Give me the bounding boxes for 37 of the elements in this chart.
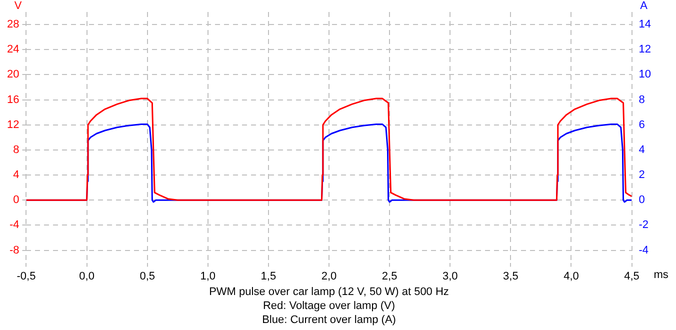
y2-tick-label: 8 bbox=[638, 94, 645, 106]
x-tick-label: 0,5 bbox=[140, 270, 155, 282]
y-tick-label: 28 bbox=[6, 18, 20, 31]
y2-tick-label: 12 bbox=[638, 44, 652, 56]
x-tick-label: 0,0 bbox=[79, 270, 94, 282]
y2-tick-label: -4 bbox=[638, 244, 649, 256]
y2-tick-label: 2 bbox=[638, 169, 645, 182]
x-tick-label: 4,0 bbox=[564, 270, 579, 282]
y-tick-label: 0 bbox=[13, 194, 20, 206]
x-axis-title: ms bbox=[654, 268, 669, 281]
y-tick-label: 16 bbox=[6, 94, 20, 106]
y2-tick-label: 0 bbox=[638, 194, 645, 206]
y2-tick-label: -2 bbox=[638, 219, 649, 232]
y-tick-label: 24 bbox=[6, 44, 20, 56]
y-tick-label: -8 bbox=[9, 244, 20, 256]
y2-axis-title: A bbox=[640, 0, 648, 12]
y-tick-label: 4 bbox=[13, 169, 20, 182]
text: Blue: Current over lamp (A) bbox=[262, 314, 396, 326]
x-tick-label: 3,0 bbox=[442, 270, 458, 282]
x-tick-label: 3,5 bbox=[503, 270, 518, 282]
y2-tick-label: 6 bbox=[638, 118, 645, 131]
y-tick-label: -4 bbox=[9, 219, 20, 232]
y-axis-title: V bbox=[14, 0, 22, 12]
y2-tick-label: 14 bbox=[638, 18, 652, 31]
x-tick-label: 1,5 bbox=[260, 270, 276, 282]
x-tick-label: 2,5 bbox=[382, 270, 398, 282]
x-tick-label: 1,0 bbox=[200, 270, 216, 282]
text: Red: Voltage over lamp (V) bbox=[262, 300, 396, 312]
y2-tick-label: 10 bbox=[638, 68, 652, 81]
y2-tick-label: 4 bbox=[638, 144, 645, 156]
y-tick-label: 8 bbox=[13, 144, 20, 156]
x-tick-label: 2,0 bbox=[321, 270, 337, 282]
x-tick-label: 4,5 bbox=[624, 270, 640, 282]
text: PWM pulse over car lamp (12 V, 50 W) at 500 Hz bbox=[209, 286, 449, 298]
y-tick-label: 12 bbox=[6, 118, 20, 131]
x-tick-label: -0,5 bbox=[16, 270, 36, 282]
y-tick-label: 20 bbox=[6, 68, 20, 81]
